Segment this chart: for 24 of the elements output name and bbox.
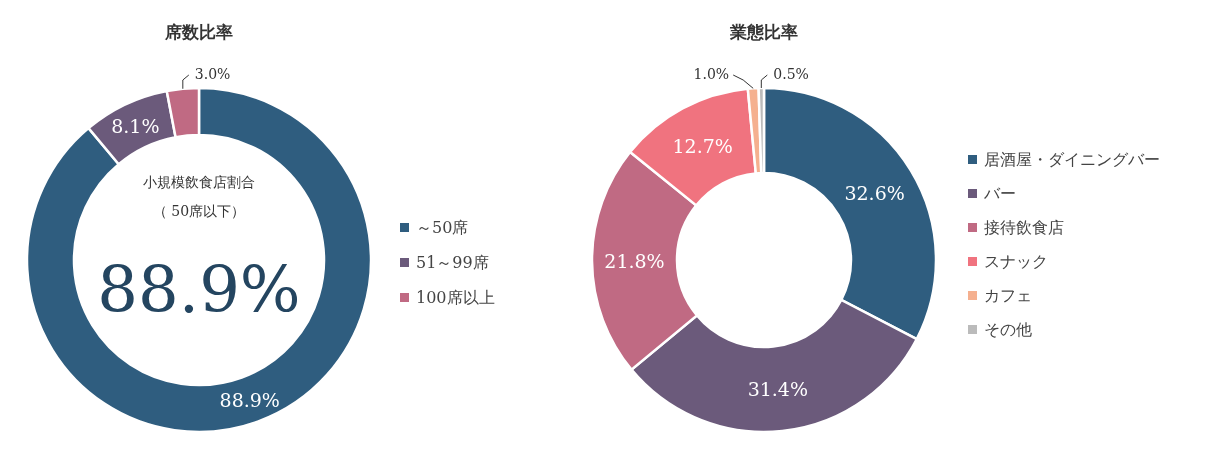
legend-label: 51～99席 xyxy=(416,253,489,272)
data-label: 8.1% xyxy=(111,114,160,137)
data-label: 21.8% xyxy=(604,249,665,272)
legend-label: 居酒屋・ダイニングバー xyxy=(984,150,1160,169)
chart-title: 席数比率 xyxy=(164,22,233,42)
legend-label: 接待飲食店 xyxy=(984,218,1064,237)
data-label: 3.0% xyxy=(194,66,231,82)
data-label: 0.5% xyxy=(773,66,809,82)
data-label: 32.6% xyxy=(844,181,905,204)
legend-label: カフェ xyxy=(984,286,1032,305)
legend-label: その他 xyxy=(984,320,1032,339)
chart-title: 業態比率 xyxy=(729,22,798,42)
data-label: 12.7% xyxy=(672,134,733,157)
legend-label: スナック xyxy=(984,252,1048,271)
text: 小規模飲食店割合 xyxy=(143,174,255,190)
data-label: 1.0% xyxy=(693,66,730,82)
donut-slice xyxy=(25,86,373,434)
legend-label: ～50席 xyxy=(416,218,469,237)
text: （ 50席以下） xyxy=(152,203,246,219)
text: 88.9% xyxy=(97,253,301,327)
data-label: 88.9% xyxy=(219,388,280,411)
legend-label: バー xyxy=(983,184,1016,203)
data-label: 31.4% xyxy=(747,377,808,400)
legend-label: 100席以上 xyxy=(416,288,495,307)
